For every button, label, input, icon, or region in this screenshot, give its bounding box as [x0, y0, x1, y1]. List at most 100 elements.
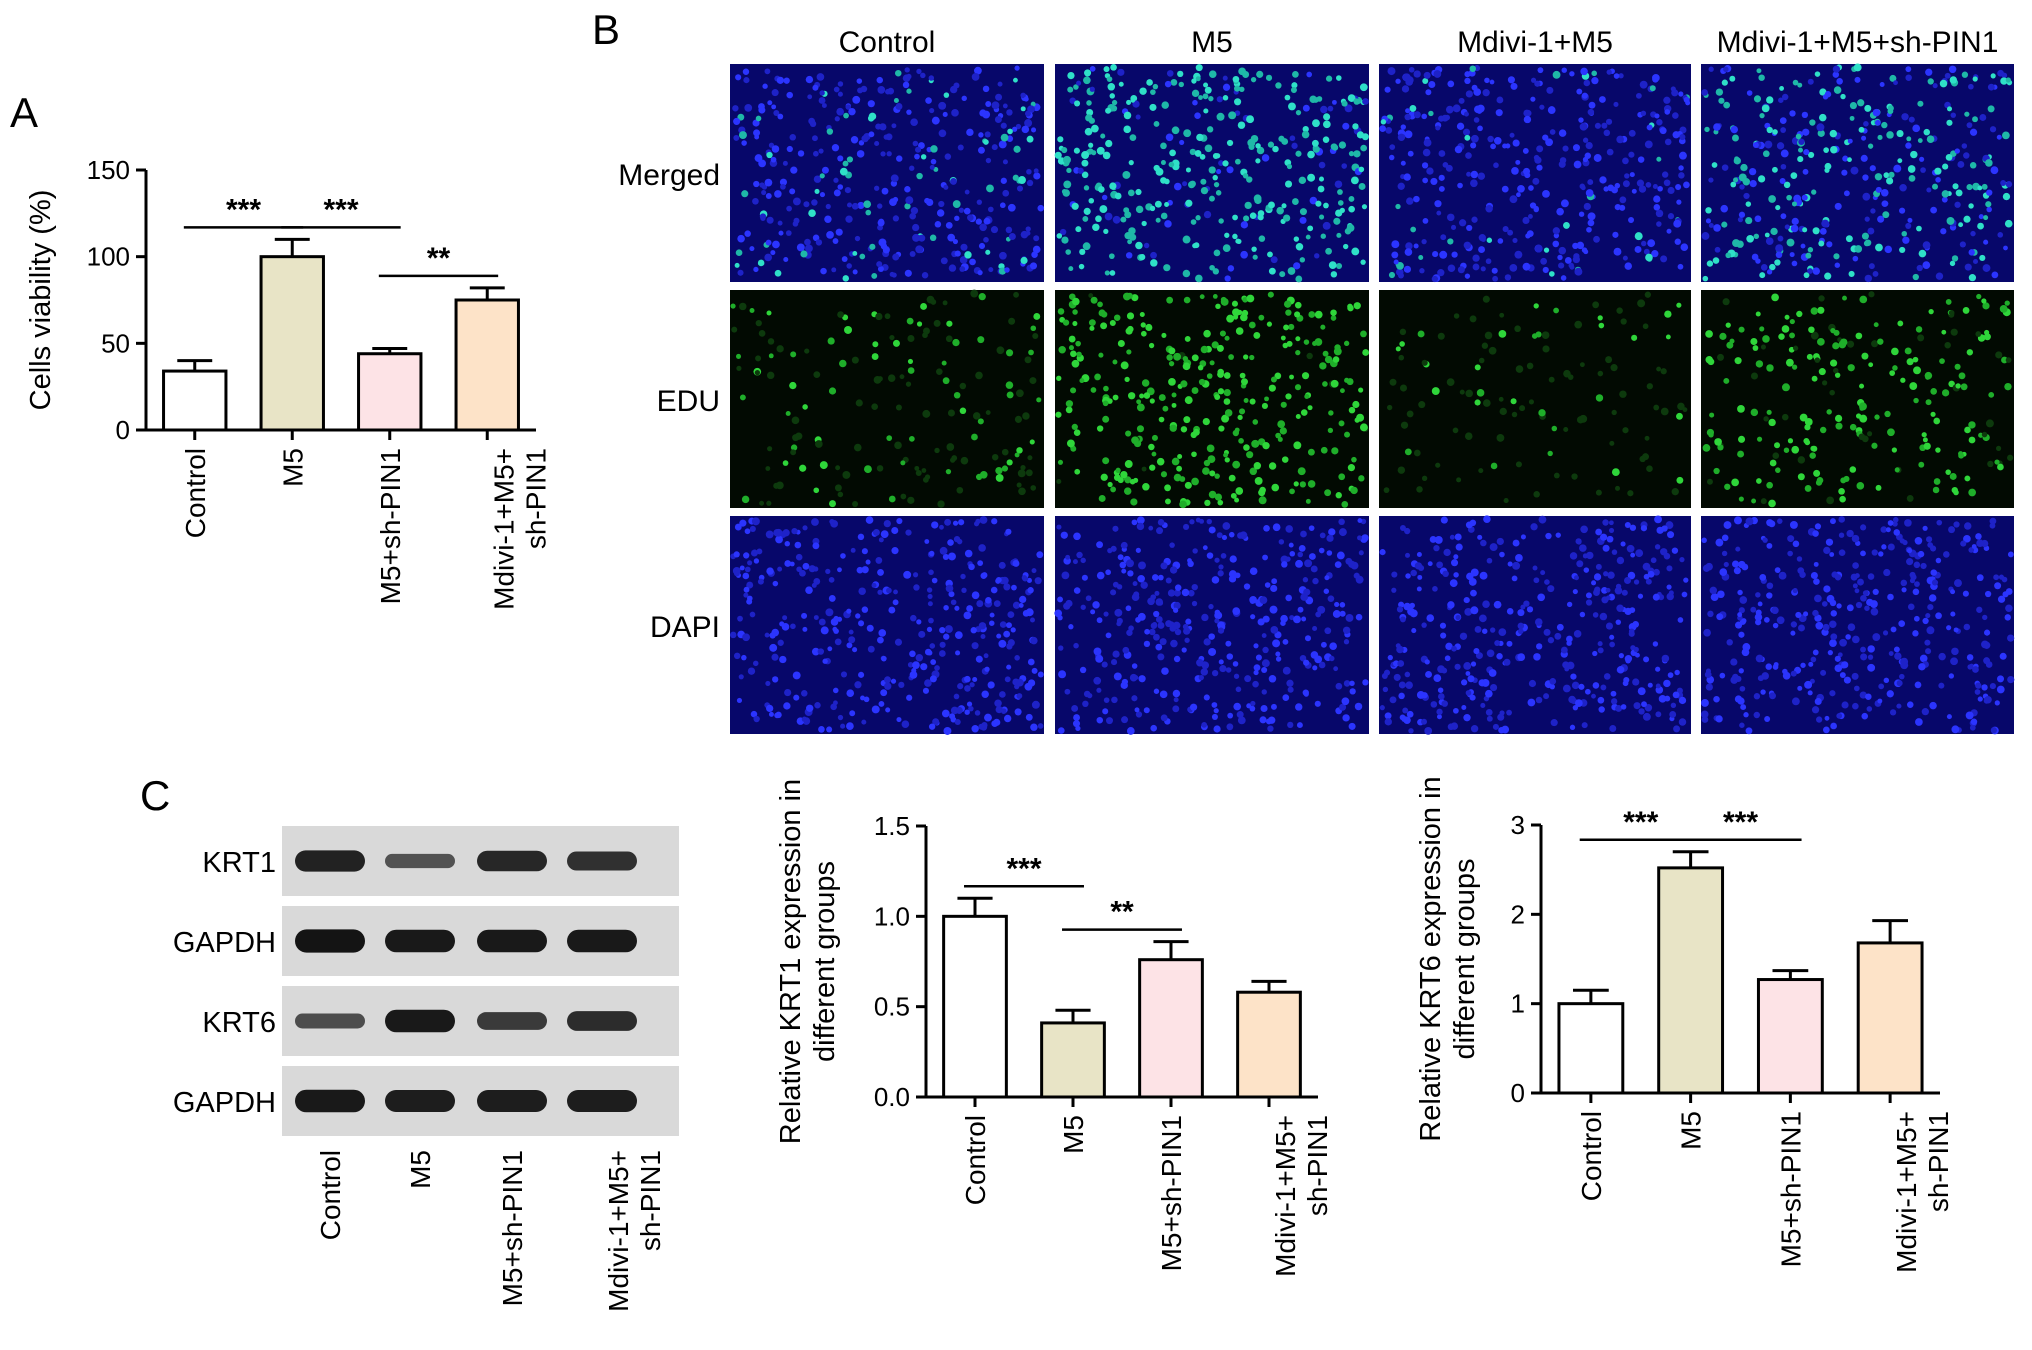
- cell-nucleus: [1870, 600, 1878, 608]
- cell-nucleus: [1217, 370, 1225, 378]
- microscopy-cell: [1701, 290, 2014, 508]
- cell-nucleus: [953, 391, 961, 399]
- cell-nucleus: [1861, 352, 1869, 360]
- cell-nucleus: [1110, 63, 1117, 71]
- cell-nucleus: [877, 265, 884, 272]
- cell-nucleus: [1822, 726, 1830, 734]
- cell-nucleus: [1756, 68, 1762, 74]
- cell-nucleus: [1646, 465, 1653, 473]
- cell-nucleus: [1058, 670, 1067, 679]
- cell-nucleus: [1791, 697, 1800, 706]
- cell-nucleus: [1763, 416, 1769, 422]
- cell-nucleus: [1198, 674, 1204, 681]
- cell-nucleus: [1341, 697, 1350, 706]
- cell-nucleus: [804, 348, 810, 354]
- cell-nucleus: [1058, 345, 1066, 354]
- cell-nucleus: [894, 441, 902, 450]
- cell-nucleus: [1335, 492, 1342, 499]
- cell-nucleus: [1944, 341, 1951, 349]
- cell-nucleus: [1334, 601, 1340, 608]
- cell-nucleus: [754, 369, 761, 376]
- cell-nucleus: [1361, 204, 1368, 210]
- blot-band: [567, 1011, 637, 1031]
- cell-nucleus: [899, 374, 905, 380]
- cell-nucleus: [2002, 591, 2009, 598]
- cell-nucleus: [734, 262, 740, 268]
- cell-nucleus: [1898, 620, 1906, 627]
- cell-nucleus: [1122, 646, 1130, 654]
- cell-nucleus: [834, 484, 842, 492]
- cell-nucleus: [924, 197, 930, 204]
- cell-nucleus: [1587, 179, 1594, 186]
- cell-nucleus: [1859, 691, 1867, 699]
- cell-nucleus: [1148, 443, 1155, 451]
- cell-nucleus: [821, 103, 827, 109]
- cell-nucleus: [1339, 703, 1347, 711]
- cell-nucleus: [1640, 240, 1647, 247]
- cell-nucleus: [1537, 67, 1544, 74]
- cell-nucleus: [958, 207, 965, 213]
- cell-nucleus: [765, 239, 772, 246]
- cell-nucleus: [1490, 462, 1498, 470]
- cell-nucleus: [1408, 66, 1415, 73]
- cell-nucleus: [1125, 327, 1133, 335]
- cell-nucleus: [1270, 584, 1278, 593]
- cell-nucleus: [1786, 238, 1795, 247]
- cell-nucleus: [1629, 524, 1637, 531]
- cell-nucleus: [848, 107, 856, 116]
- significance-label: ***: [323, 193, 358, 226]
- cell-nucleus: [1212, 268, 1220, 275]
- cell-nucleus: [1790, 172, 1798, 179]
- cell-nucleus: [1597, 370, 1604, 377]
- cell-nucleus: [889, 334, 895, 341]
- cell-nucleus: [1715, 715, 1723, 723]
- blot-row-label: KRT6: [202, 1007, 276, 1039]
- cell-nucleus: [1753, 233, 1760, 240]
- cell-nucleus: [920, 303, 927, 310]
- cell-nucleus: [1591, 580, 1597, 586]
- cell-nucleus: [1659, 127, 1667, 135]
- cell-nucleus: [1222, 83, 1231, 91]
- cell-nucleus: [861, 606, 869, 613]
- cell-nucleus: [939, 626, 946, 634]
- cell-nucleus: [1191, 451, 1197, 458]
- cell-nucleus: [1963, 215, 1971, 223]
- cell-nucleus: [1112, 359, 1118, 365]
- cell-nucleus: [1999, 652, 2007, 660]
- cell-nucleus: [1484, 689, 1493, 698]
- cell-nucleus: [735, 249, 743, 257]
- cell-nucleus: [1523, 600, 1530, 607]
- cell-nucleus: [743, 592, 749, 598]
- cell-nucleus: [1083, 185, 1090, 191]
- cell-nucleus: [1111, 696, 1118, 704]
- category-label-line: M5: [1676, 1111, 1707, 1150]
- cell-nucleus: [1607, 184, 1615, 192]
- cell-nucleus: [993, 718, 1001, 726]
- cell-nucleus: [1208, 195, 1215, 202]
- cell-nucleus: [1723, 66, 1729, 73]
- cell-nucleus: [978, 622, 987, 630]
- cell-nucleus: [1339, 388, 1345, 394]
- cell-nucleus: [1246, 176, 1253, 183]
- cell-nucleus: [1982, 264, 1991, 272]
- cell-nucleus: [782, 160, 788, 166]
- cell-nucleus: [1647, 570, 1655, 578]
- cell-nucleus: [1897, 320, 1904, 327]
- cell-nucleus: [754, 134, 760, 140]
- cell-nucleus: [1261, 659, 1270, 668]
- cell-nucleus: [1327, 427, 1334, 434]
- cell-nucleus: [1673, 219, 1682, 228]
- cell-nucleus: [1466, 572, 1474, 581]
- cell-nucleus: [815, 440, 823, 448]
- cell-nucleus: [1243, 583, 1251, 590]
- cell-nucleus: [1615, 704, 1623, 712]
- cell-nucleus: [1656, 119, 1663, 126]
- cell-nucleus: [1124, 460, 1133, 468]
- cell-nucleus: [1753, 95, 1762, 103]
- cell-nucleus: [1095, 654, 1104, 663]
- cell-nucleus: [988, 267, 994, 273]
- cell-nucleus: [1700, 710, 1709, 719]
- cell-nucleus: [1163, 264, 1171, 272]
- cell-nucleus: [1496, 537, 1504, 546]
- cell-nucleus: [1295, 703, 1303, 711]
